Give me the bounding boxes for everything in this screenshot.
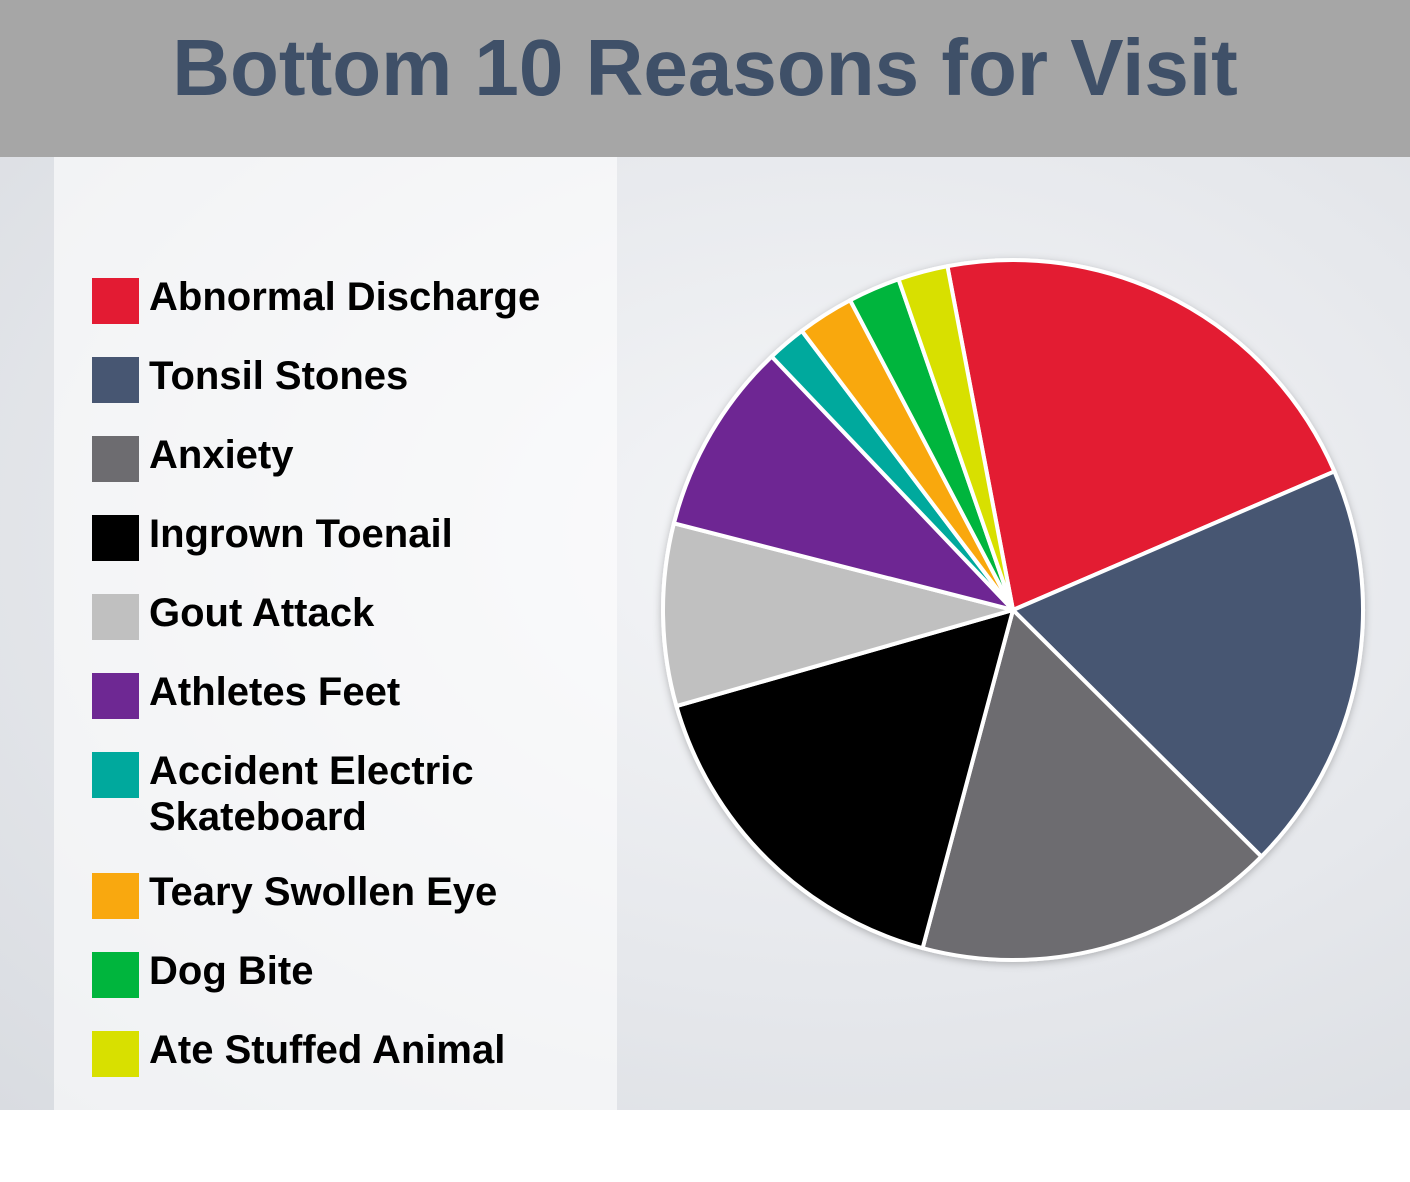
legend-swatch	[92, 673, 139, 719]
legend-label: Accident Electric Skateboard	[149, 749, 474, 839]
pie-slice	[674, 608, 1015, 951]
legend-item: Abnormal Discharge	[92, 274, 609, 324]
pie-slice	[661, 521, 1015, 709]
legend-item: Anxiety	[92, 432, 609, 482]
legend-label: Anxiety	[149, 433, 294, 477]
legend-label: Dog Bite	[149, 949, 314, 993]
legend-item: Tonsil Stones	[92, 353, 609, 403]
legend-label: Ingrown Toenail	[149, 512, 453, 556]
legend-item: Athletes Feet	[92, 669, 609, 719]
header-band: Bottom 10 Reasons for Visit	[0, 0, 1410, 157]
legend-swatch	[92, 752, 139, 798]
legend: Abnormal Discharge Tonsil Stones Anxiety In…	[92, 274, 609, 1077]
pie	[661, 258, 1365, 962]
legend-item: Dog Bite	[92, 948, 609, 998]
legend-swatch	[92, 357, 139, 403]
legend-swatch	[92, 278, 139, 324]
pie-slice	[896, 264, 1015, 612]
legend-item: Ate Stuffed Animal	[92, 1027, 609, 1077]
pie-slice	[1011, 469, 1365, 859]
legend-label: Teary Swollen Eye	[149, 870, 498, 914]
legend-item: Accident Electric Skateboard	[92, 748, 609, 840]
legend-swatch	[92, 594, 139, 640]
legend-swatch	[92, 952, 139, 998]
chart-title: Bottom 10 Reasons for Visit	[172, 23, 1238, 112]
legend-label: Athletes Feet	[149, 670, 401, 714]
pie-slice	[945, 258, 1337, 612]
pie-slice	[671, 354, 1015, 612]
legend-label: Gout Attack	[149, 591, 375, 635]
legend-label: Ate Stuffed Animal	[149, 1028, 506, 1072]
legend-swatch	[92, 436, 139, 482]
legend-item: Ingrown Toenail	[92, 511, 609, 561]
legend-label: Abnormal Discharge	[149, 275, 541, 319]
legend-panel	[54, 157, 617, 1110]
legend-swatch	[92, 873, 139, 919]
legend-swatch	[92, 515, 139, 561]
legend-label: Tonsil Stones	[149, 354, 409, 398]
legend-item: Gout Attack	[92, 590, 609, 640]
legend-item: Teary Swollen Eye	[92, 869, 609, 919]
pie-slice	[920, 608, 1264, 962]
legend-swatch	[92, 1031, 139, 1077]
